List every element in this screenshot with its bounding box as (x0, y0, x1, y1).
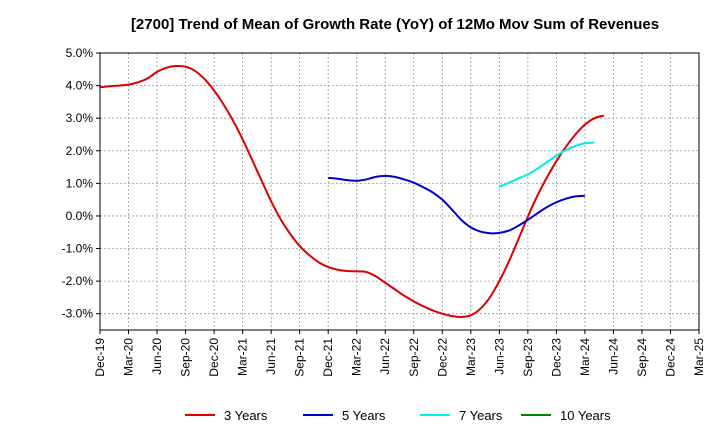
x-axis: Dec-19 Mar-20 Jun-20 Sep-20 Dec-20 Mar-21 Jun-… (93, 330, 706, 377)
legend-label: 10 Years (560, 408, 611, 423)
x-tick-label: Mar-25 (692, 338, 706, 376)
x-tick-label: Sep-24 (635, 338, 649, 377)
legend-label: 3 Years (224, 408, 268, 423)
x-tick-label: Mar-20 (122, 338, 136, 376)
series-line-1 (99, 64, 605, 318)
x-tick-label: Mar-21 (236, 338, 250, 376)
grid-layer (100, 52, 699, 330)
x-tick-label: Mar-24 (578, 338, 592, 376)
y-tick-label: 3.0% (66, 111, 94, 125)
y-tick-label: -2.0% (62, 274, 94, 288)
series-line-2 (328, 174, 585, 235)
y-axis: 5.0% 4.0% 3.0% 2.0% 1.0% 0.0% -1.0% -2.0% -3.0% (62, 46, 100, 321)
y-tick-label: -1.0% (62, 242, 94, 256)
x-tick-label: Dec-20 (207, 338, 221, 377)
y-tick-label: -3.0% (62, 307, 94, 321)
x-tick-label: Jun-22 (378, 338, 392, 375)
x-tick-label: Sep-20 (179, 338, 193, 377)
y-tick-label: 0.0% (66, 209, 94, 223)
x-tick-label: Dec-23 (549, 338, 563, 377)
x-tick-label: Mar-23 (464, 338, 478, 376)
y-tick-label: 2.0% (66, 144, 94, 158)
y-tick-label: 5.0% (66, 46, 94, 60)
y-tick-label: 4.0% (66, 79, 94, 93)
x-tick-label: Dec-21 (321, 338, 335, 377)
x-tick-label: Jun-23 (492, 338, 506, 375)
x-tick-label: Sep-21 (293, 338, 307, 377)
legend: 3 Years 5 Years 7 Years 10 Years (185, 408, 611, 423)
x-tick-label: Jun-21 (264, 338, 278, 375)
y-tick-label: 1.0% (66, 176, 94, 190)
plot-frame (99, 52, 700, 331)
x-tick-label: Mar-22 (350, 338, 364, 376)
series-layer (99, 64, 605, 318)
legend-label: 7 Years (459, 408, 503, 423)
chart-title: [2700] Trend of Mean of Growth Rate (YoY… (131, 16, 659, 33)
x-tick-label: Jun-20 (150, 338, 164, 375)
x-tick-label: Dec-19 (93, 338, 107, 377)
x-tick-label: Sep-23 (521, 338, 535, 377)
x-tick-label: Dec-22 (435, 338, 449, 377)
series-line-3 (498, 141, 595, 188)
x-tick-label: Sep-22 (407, 338, 421, 377)
x-tick-label: Jun-24 (606, 338, 620, 375)
x-tick-label: Dec-24 (663, 338, 677, 377)
legend-label: 5 Years (342, 408, 386, 423)
